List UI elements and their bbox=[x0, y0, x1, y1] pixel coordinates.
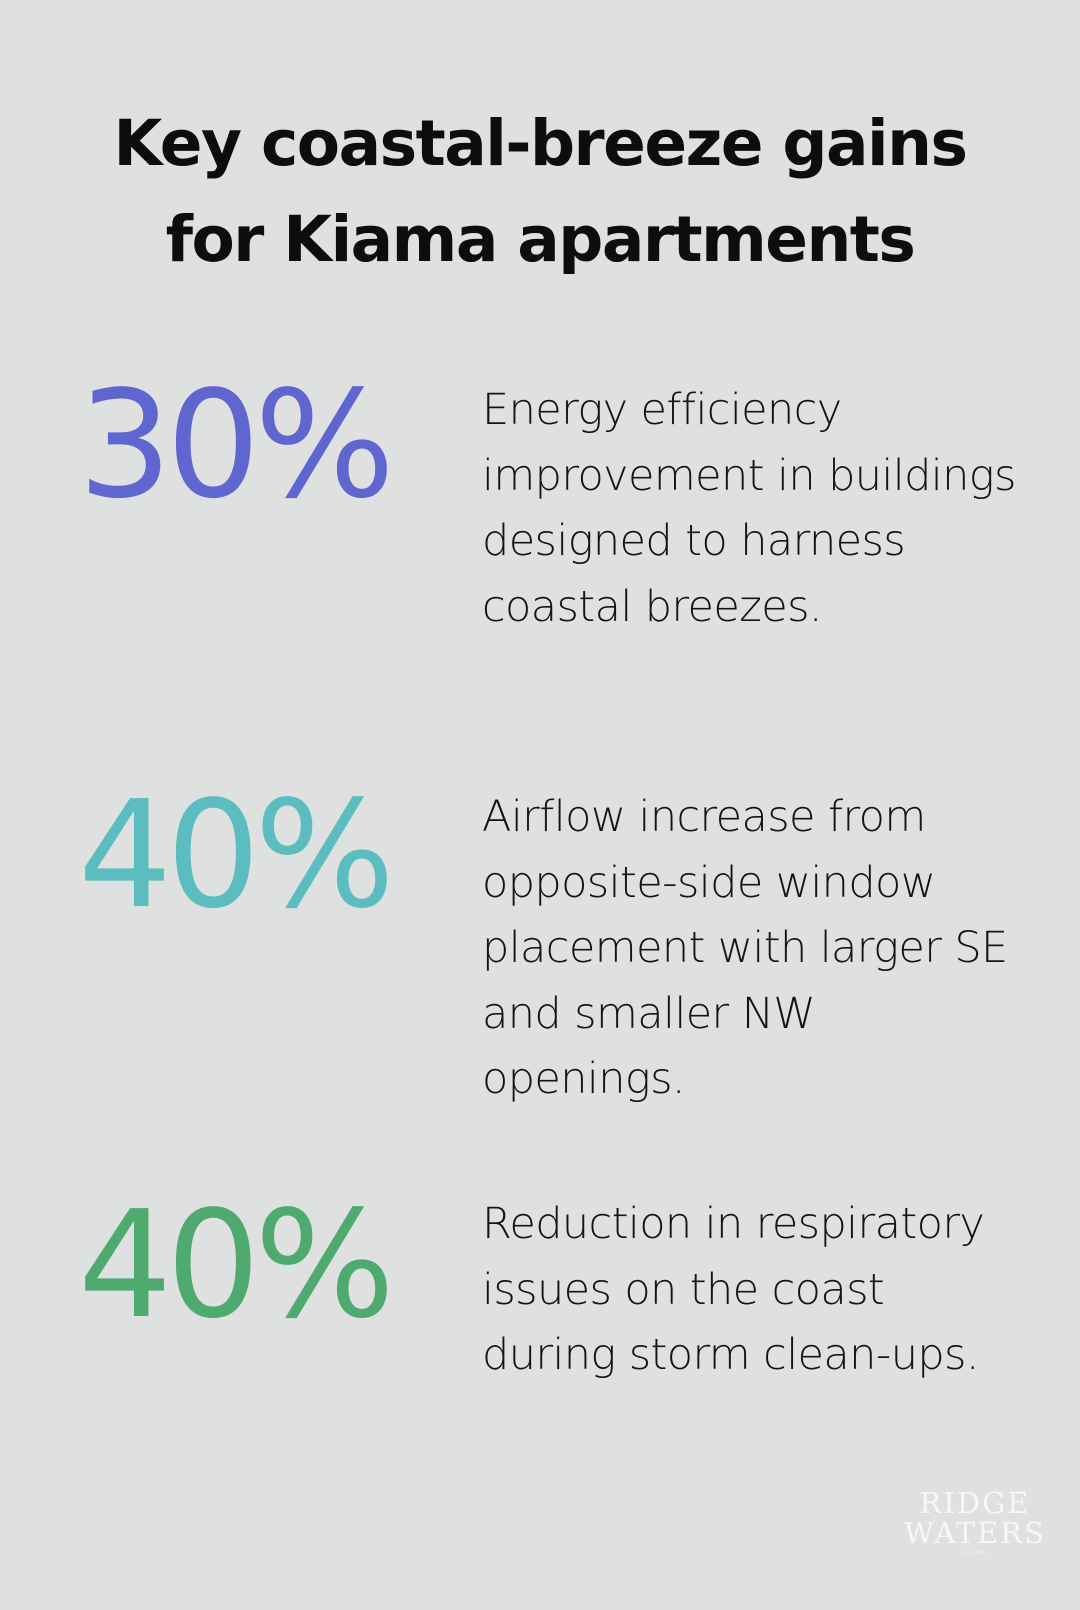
page-title: Key coastal-breeze gains for Kiama apart… bbox=[0, 96, 1080, 288]
stat-description: Energy efficiency improvement in buildin… bbox=[482, 385, 1016, 632]
stat-description: Reduction in respiratory issues on the c… bbox=[482, 1199, 985, 1380]
logo-subtitle: KIAMA bbox=[963, 1550, 987, 1556]
stat-description: Airflow increase from opposite-side wind… bbox=[482, 792, 1008, 1104]
logo-line-1: RIDGE bbox=[919, 1486, 1031, 1520]
stat-value: 40% bbox=[78, 769, 395, 941]
logo-line-2: WATERS bbox=[904, 1516, 1046, 1550]
title-line-1: Key coastal-breeze gains bbox=[113, 107, 968, 180]
brand-logo: RIDGE WATERS KIAMA bbox=[900, 1488, 1050, 1558]
stat-value: 30% bbox=[78, 359, 395, 531]
title-line-2: for Kiama apartments bbox=[165, 203, 916, 276]
stat-value: 40% bbox=[78, 1179, 395, 1351]
